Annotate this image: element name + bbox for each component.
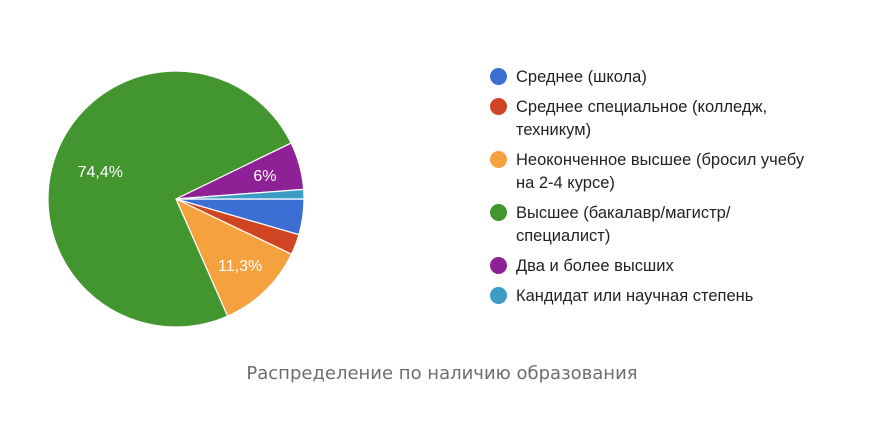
legend-item-3[interactable]: Неоконченное высшее (бросил учебу на 2-4 … <box>490 149 850 195</box>
legend-label: Два и более высших <box>516 257 674 275</box>
legend-swatch-icon <box>490 151 507 168</box>
slice-data-label-5: 6% <box>253 168 276 185</box>
chart-caption: Распределение по наличию образования <box>246 363 638 384</box>
legend-label: Кандидат или научная степень <box>516 287 754 305</box>
pie-slice-3[interactable] <box>174 197 293 317</box>
legend-label: Среднее (школа) <box>516 68 647 86</box>
legend-item-5[interactable]: Два и более высших <box>490 255 850 278</box>
legend-item-1[interactable]: Среднее (школа) <box>490 66 850 89</box>
legend-item-2[interactable]: Среднее специальное (колледж, техникум) <box>490 96 850 142</box>
legend-swatch-icon <box>490 257 507 274</box>
legend-label: Высшее (бакалавр/магистр/специалист) <box>516 204 731 245</box>
slice-data-label-4: 74,4% <box>78 164 123 181</box>
legend-label: Среднее специальное (колледж, техникум) <box>516 98 768 139</box>
chart-legend: Среднее (школа) Среднее специальное (колл… <box>490 66 850 315</box>
legend-swatch-icon <box>490 98 507 115</box>
legend-swatch-icon <box>490 68 507 85</box>
legend-swatch-icon <box>490 204 507 221</box>
legend-label: Неоконченное высшее (бросил учебу на 2-4 … <box>516 151 805 192</box>
pie-slice-4[interactable] <box>47 70 292 328</box>
slice-data-label-3: 11,3% <box>218 258 262 275</box>
legend-item-6[interactable]: Кандидат или научная степень <box>490 285 850 308</box>
legend-item-4[interactable]: Высшее (бакалавр/магистр/специалист) <box>490 202 850 248</box>
legend-swatch-icon <box>490 287 507 304</box>
pie-slice-6[interactable] <box>175 188 305 200</box>
